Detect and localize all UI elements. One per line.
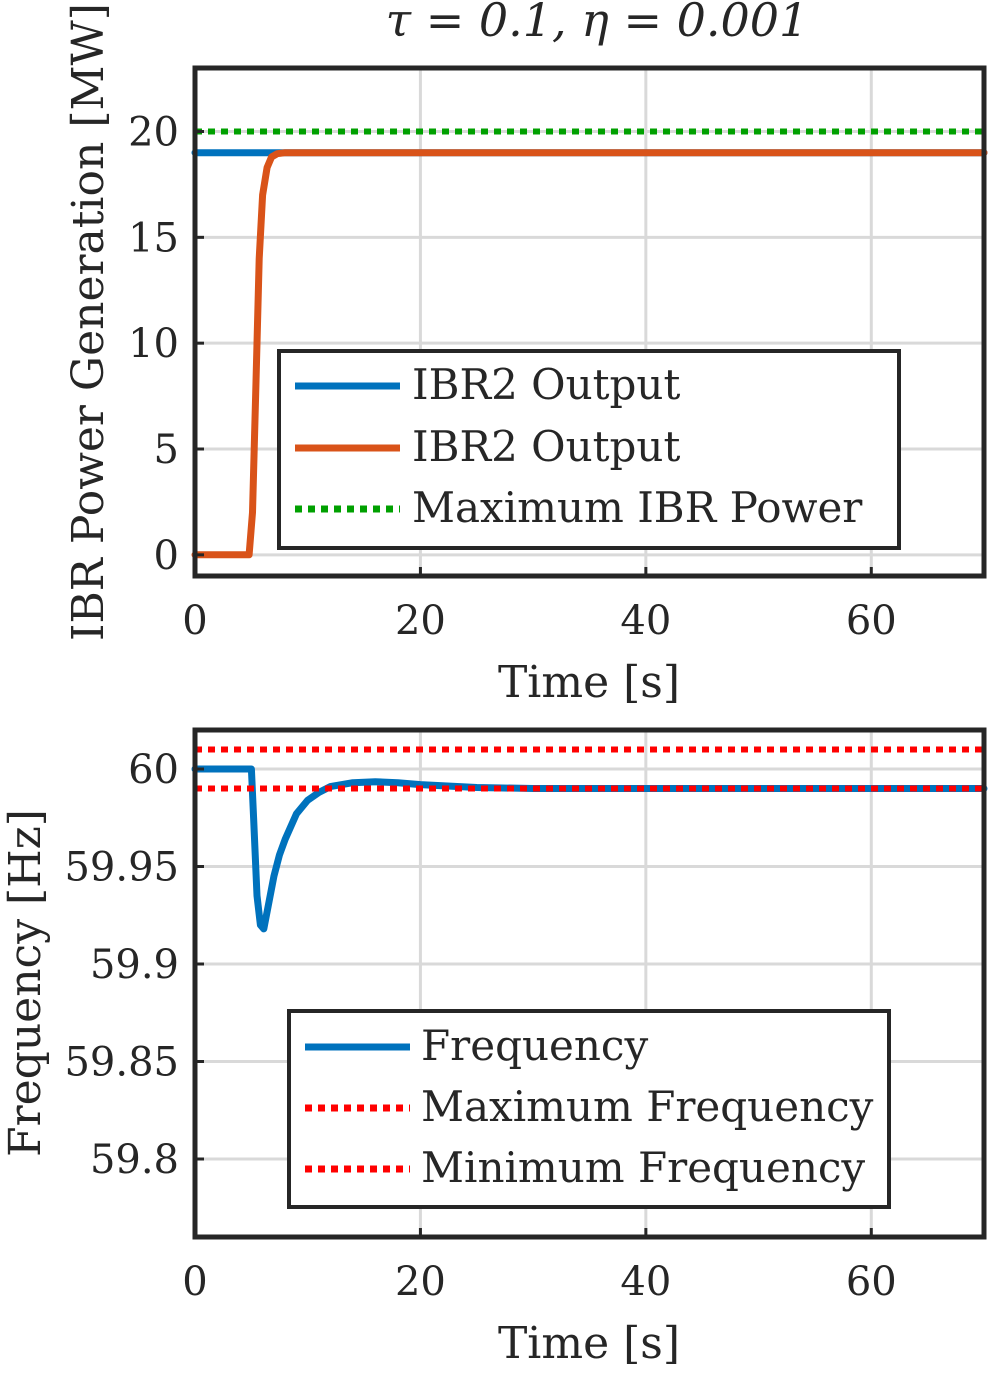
plot-frequency: 0 20 40 60 59.8 59.85 59.9 59.95 60 Time [s] Fre… (0, 727, 988, 1369)
x-tick-label: 40 (620, 1259, 671, 1305)
x-tick-label: 0 (182, 598, 207, 644)
y-tick-label: 5 (154, 427, 179, 473)
y-tick-label: 0 (154, 533, 179, 579)
series-layer (191, 128, 988, 559)
x-axis-label: Time [s] (498, 1318, 680, 1369)
legend: IBR2 Output IBR2 Output Maximum IBR Powe… (277, 349, 901, 550)
axes-box (192, 65, 987, 579)
y-tick-label: 20 (128, 110, 179, 156)
y-tick-label: 59.85 (64, 1040, 179, 1086)
y-axis-label: Frequency [Hz] (0, 809, 51, 1157)
x-axis-label: Time [s] (498, 657, 680, 708)
tick-labels: 0 20 40 60 0 5 10 15 20 (128, 110, 897, 645)
y-tick-label: 59.95 (64, 845, 179, 891)
x-tick-label: 40 (620, 598, 671, 644)
y-axis-label: IBR Power Generation [MW] (63, 3, 114, 641)
x-tick-label: 60 (846, 598, 897, 644)
x-tick-label: 60 (846, 1259, 897, 1305)
series-line-frequency-0 (191, 765, 988, 933)
x-tick-label: 20 (395, 598, 446, 644)
x-tick-label: 20 (395, 1259, 446, 1305)
legend: Frequency Maximum Frequency Minimum Freq… (287, 1009, 891, 1209)
y-tick-label: 10 (128, 321, 179, 367)
tick-labels: 0 20 40 60 59.8 59.85 59.9 59.95 60 (64, 747, 896, 1305)
legend-label-ibr2-blue: IBR2 Output (412, 360, 680, 409)
series-line-ibr2-output-1 (191, 149, 988, 559)
series-layer (191, 746, 988, 933)
axes-box (192, 727, 987, 1240)
legend-label-max-frequency: Maximum Frequency (421, 1082, 874, 1131)
x-tick-label: 0 (182, 1259, 207, 1305)
legend-label-min-frequency: Minimum Frequency (421, 1143, 865, 1192)
legend-label-max-power: Maximum IBR Power (412, 483, 863, 532)
y-tick-label: 15 (128, 215, 179, 261)
chart-title: τ = 0.1, η = 0.001 (386, 0, 809, 47)
y-tick-label: 60 (128, 747, 179, 793)
legend-label-ibr2-orange: IBR2 Output (412, 422, 680, 471)
plot-power: τ = 0.1, η = 0.001 0 20 40 60 0 5 10 15 20 Time … (63, 0, 988, 708)
legend-label-frequency: Frequency (421, 1021, 648, 1070)
y-tick-label: 59.9 (90, 942, 179, 988)
y-tick-label: 59.8 (90, 1137, 179, 1183)
